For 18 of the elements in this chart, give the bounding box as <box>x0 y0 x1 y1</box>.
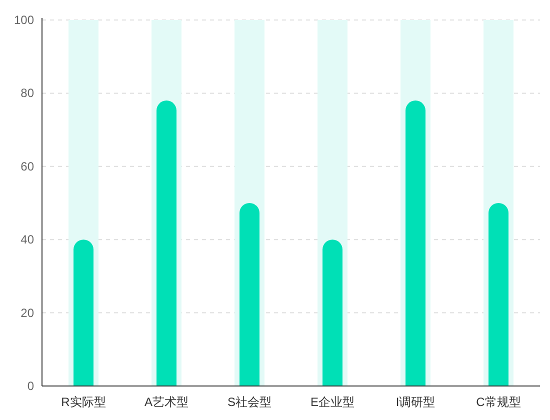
bar <box>74 240 94 386</box>
y-tick-label: 60 <box>20 159 34 174</box>
x-tick-label: C常规型 <box>476 395 521 409</box>
bar <box>488 203 508 386</box>
y-tick-label: 80 <box>20 86 34 100</box>
y-tick-label: 0 <box>27 379 34 393</box>
x-tick-label: I调研型 <box>396 395 436 409</box>
x-tick-label: E企业型 <box>310 395 355 409</box>
bar <box>156 100 176 386</box>
bar <box>240 203 260 386</box>
y-tick-label: 40 <box>20 232 34 247</box>
x-tick-label: R实际型 <box>61 395 106 409</box>
bar <box>322 240 342 386</box>
x-tick-label: S社会型 <box>227 395 272 409</box>
y-tick-label: 20 <box>20 306 34 320</box>
y-tick-label: 100 <box>14 13 34 27</box>
bar <box>406 100 426 386</box>
x-tick-label: A艺术型 <box>144 395 189 409</box>
